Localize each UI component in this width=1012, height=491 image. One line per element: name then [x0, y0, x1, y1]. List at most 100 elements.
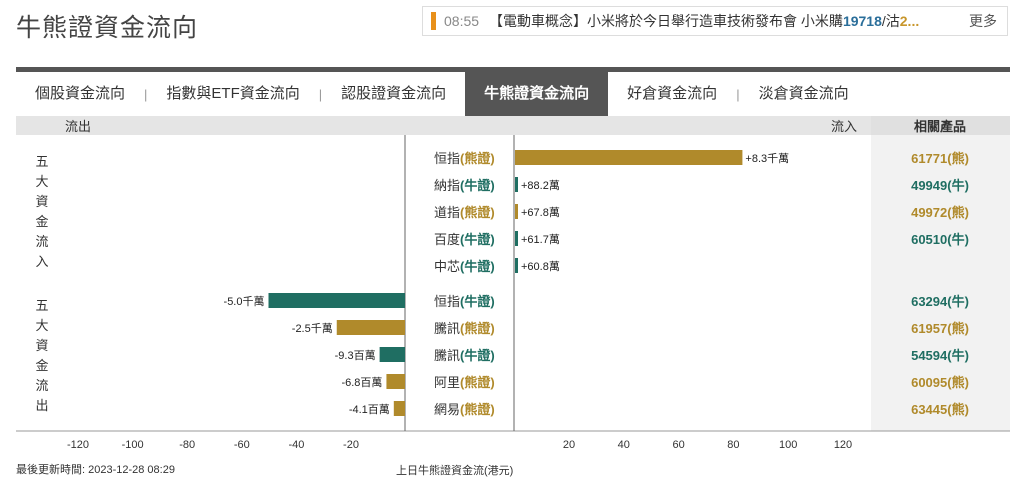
group-label-inflow-char: 資	[35, 194, 48, 209]
group-label-outflow-char: 流	[35, 378, 48, 393]
row-type: (熊證)	[460, 375, 495, 390]
tab-separator: |	[144, 86, 148, 102]
ticker-change: 2...	[899, 13, 920, 29]
tab-0[interactable]: 個股資金流向	[35, 85, 126, 102]
news-ticker[interactable]: 08:55 【電動車概念】小米將於今日舉行造車技術發布會 小米購 19718 /…	[422, 6, 1008, 36]
tab-1[interactable]: 指數與ETF資金流向	[166, 85, 300, 102]
ticker-marker	[431, 12, 436, 30]
group-label-inflow-char: 金	[35, 214, 48, 229]
row-type: (牛證)	[460, 294, 495, 309]
tab-3[interactable]: 牛熊證資金流向	[465, 72, 609, 116]
bar-value-label: +60.8萬	[521, 260, 560, 273]
related-product[interactable]: 63294(牛)	[911, 294, 969, 309]
x-tick-label: -100	[122, 439, 144, 451]
bar-value-label: +88.2萬	[521, 179, 560, 192]
row-type: (熊證)	[460, 402, 495, 417]
x-axis-title: 上日牛熊證資金流(港元)	[396, 465, 514, 477]
bar-inflow	[515, 150, 743, 165]
x-tick-label: -40	[288, 439, 304, 451]
ticker-code[interactable]: 19718	[842, 13, 882, 29]
group-label-outflow-char: 大	[35, 318, 48, 333]
row-name: 騰訊	[434, 348, 460, 363]
group-label-inflow-char: 入	[35, 254, 48, 269]
bar-value-label: -2.5千萬	[292, 322, 333, 335]
row-name: 阿里	[434, 375, 460, 390]
bar-value-label: -4.1百萬	[349, 403, 390, 416]
bar-inflow	[515, 258, 518, 273]
row-type: (牛證)	[460, 178, 495, 193]
group-label-inflow-char: 流	[35, 234, 48, 249]
group-label-outflow-char: 出	[35, 398, 48, 413]
bar-value-label: +8.3千萬	[745, 152, 789, 165]
header-inflow: 流入	[831, 119, 857, 134]
x-tick-label: 20	[563, 439, 575, 451]
tab-5[interactable]: 淡倉資金流向	[758, 85, 849, 102]
row-type: (熊證)	[460, 151, 495, 166]
group-label-outflow-char: 資	[35, 338, 48, 353]
bar-inflow	[515, 231, 518, 246]
row-type: (牛證)	[460, 348, 495, 363]
x-tick-label: -60	[234, 439, 250, 451]
ticker-headline[interactable]: 【電動車概念】小米將於今日舉行造車技術發布會 小米購	[489, 13, 843, 29]
group-label-inflow-char: 五	[35, 154, 48, 169]
related-product[interactable]: 49972(熊)	[911, 205, 969, 220]
ticker-more-link[interactable]: 更多	[969, 13, 997, 29]
x-tick-label: -120	[67, 439, 89, 451]
related-product[interactable]: 63445(熊)	[911, 402, 969, 417]
row-name: 納指	[434, 178, 460, 193]
tab-separator: |	[318, 86, 323, 102]
bar-outflow	[393, 401, 405, 416]
header-products: 相關產品	[914, 119, 966, 134]
group-label-outflow-char: 五	[35, 298, 48, 313]
bar-outflow	[336, 320, 405, 335]
related-product[interactable]: 54594(牛)	[911, 348, 969, 363]
related-product[interactable]: 61771(熊)	[911, 151, 969, 166]
tab-2[interactable]: 認股證資金流向	[341, 85, 447, 102]
related-product[interactable]: 61957(熊)	[911, 321, 969, 336]
ticker-suffix: /沽	[881, 13, 900, 29]
chart-header-band	[16, 116, 1010, 135]
row-name: 恒指	[434, 294, 460, 309]
product-header-bg	[871, 116, 1010, 135]
x-tick-label: 40	[618, 439, 630, 451]
row-type: (牛證)	[460, 259, 495, 274]
related-product[interactable]: 60510(牛)	[911, 232, 969, 247]
x-tick-label: 100	[779, 439, 797, 451]
bar-value-label: +61.7萬	[521, 233, 560, 246]
row-type: (熊證)	[460, 205, 495, 220]
x-tick-label: -80	[179, 439, 195, 451]
group-label-outflow-char: 金	[35, 358, 48, 373]
tab-top-rule	[16, 67, 1010, 72]
bar-outflow	[386, 374, 405, 389]
bar-outflow	[268, 293, 405, 308]
related-product[interactable]: 60095(熊)	[911, 375, 969, 390]
last-updated: 最後更新時間: 2023-12-28 08:29	[16, 464, 175, 476]
tab-4[interactable]: 好倉資金流向	[627, 85, 718, 102]
x-tick-label: -20	[343, 439, 359, 451]
row-name: 恒指	[434, 151, 460, 166]
bar-value-label: -5.0千萬	[224, 295, 265, 308]
bar-value-label: +67.8萬	[521, 206, 560, 219]
bar-value-label: -9.3百萬	[335, 349, 376, 362]
ticker-time: 08:55	[444, 13, 480, 29]
header-outflow: 流出	[65, 119, 91, 134]
row-type: (牛證)	[460, 232, 495, 247]
row-name: 網易	[434, 402, 460, 417]
row-name: 百度	[434, 232, 460, 247]
bar-inflow	[515, 177, 518, 192]
x-tick-label: 80	[727, 439, 739, 451]
x-tick-label: 60	[672, 439, 684, 451]
bar-inflow	[515, 204, 518, 219]
tab-separator: |	[736, 86, 740, 102]
related-product[interactable]: 49949(牛)	[911, 178, 969, 193]
row-name: 中芯	[434, 259, 460, 274]
tab-bar: 個股資金流向 | 指數與ETF資金流向 | 認股證資金流向 牛熊證資金流向 好倉資金流向 | 淡…	[16, 72, 1010, 116]
page-title: 牛熊證資金流向	[16, 14, 199, 42]
row-name: 騰訊	[434, 321, 460, 336]
bar-value-label: -6.8百萬	[341, 376, 382, 389]
bar-outflow	[379, 347, 405, 362]
row-type: (熊證)	[460, 321, 495, 336]
row-name: 道指	[434, 205, 460, 220]
